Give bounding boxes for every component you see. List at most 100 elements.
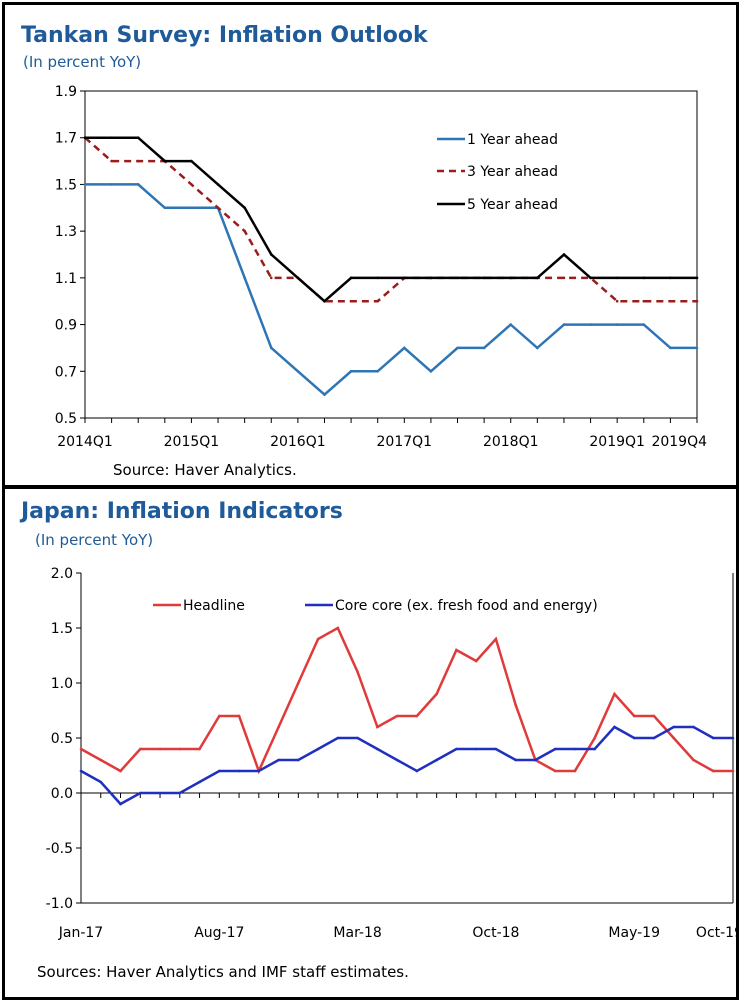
data-point bbox=[110, 136, 113, 140]
x-tick-label: 2019Q1 bbox=[589, 434, 645, 450]
data-point bbox=[356, 670, 359, 674]
x-tick-label: Oct-18 bbox=[472, 925, 519, 941]
data-point bbox=[376, 299, 379, 303]
y-tick-label: 1.5 bbox=[51, 621, 73, 637]
y-tick-label: 1.5 bbox=[55, 177, 77, 193]
data-point bbox=[190, 206, 193, 210]
data-point bbox=[435, 692, 438, 696]
data-point bbox=[218, 769, 221, 773]
data-point bbox=[455, 747, 458, 751]
y-tick-label: 0.7 bbox=[55, 364, 77, 380]
data-point bbox=[642, 299, 646, 303]
legend-label: 1 Year ahead bbox=[467, 132, 558, 148]
data-point bbox=[652, 736, 656, 740]
x-tick-label: 2016Q1 bbox=[270, 434, 326, 450]
data-point bbox=[456, 276, 459, 280]
chart-title: Tankan Survey: Inflation Outlook bbox=[21, 23, 428, 48]
y-tick-label: 1.0 bbox=[51, 676, 73, 692]
data-point bbox=[672, 725, 676, 729]
data-point bbox=[573, 769, 577, 773]
data-point bbox=[138, 791, 142, 795]
data-point bbox=[415, 714, 419, 718]
data-point bbox=[562, 253, 566, 256]
data-point bbox=[323, 299, 326, 303]
x-tick-label: Jan-17 bbox=[58, 925, 103, 941]
data-point bbox=[562, 276, 566, 280]
x-tick-label: Mar-18 bbox=[333, 925, 381, 941]
data-point bbox=[514, 758, 517, 762]
data-point bbox=[669, 276, 672, 280]
data-point bbox=[632, 714, 636, 718]
data-point bbox=[376, 747, 379, 751]
data-point bbox=[615, 276, 619, 280]
data-point bbox=[336, 736, 340, 740]
data-point bbox=[243, 229, 246, 233]
y-tick-label: 1.1 bbox=[55, 271, 77, 287]
y-tick-label: 0.5 bbox=[55, 411, 77, 427]
data-point bbox=[83, 183, 87, 186]
data-point bbox=[198, 780, 201, 784]
data-point bbox=[297, 681, 300, 685]
data-point bbox=[731, 769, 735, 773]
data-point bbox=[429, 276, 433, 280]
series-line-1 bbox=[84, 136, 697, 303]
y-tick-label: 1.9 bbox=[55, 84, 77, 100]
data-point bbox=[79, 747, 83, 751]
data-point bbox=[110, 183, 113, 186]
data-point bbox=[562, 323, 566, 326]
data-point bbox=[695, 299, 699, 303]
y-tick-label: 0.5 bbox=[51, 731, 73, 747]
series-line-1 bbox=[80, 725, 733, 806]
y-tick-label: 1.3 bbox=[55, 224, 77, 240]
data-point bbox=[509, 323, 513, 326]
data-point bbox=[553, 769, 557, 773]
data-point bbox=[269, 253, 273, 256]
series-line-0 bbox=[85, 183, 697, 397]
data-point bbox=[323, 393, 326, 396]
x-tick-label: Oct-19 bbox=[696, 925, 736, 941]
data-point bbox=[163, 206, 167, 210]
data-point bbox=[297, 758, 300, 762]
data-point bbox=[243, 276, 246, 280]
data-point bbox=[395, 714, 399, 718]
data-point bbox=[257, 769, 261, 773]
data-point bbox=[403, 276, 406, 280]
chart-subtitle: (In percent YoY) bbox=[23, 53, 142, 71]
chart-source: Source: Haver Analytics. bbox=[113, 461, 297, 479]
data-point bbox=[269, 346, 273, 350]
data-point bbox=[136, 136, 140, 140]
chart-subtitle: (In percent YoY) bbox=[35, 531, 154, 549]
data-point bbox=[415, 769, 419, 773]
data-point bbox=[119, 769, 122, 773]
data-point bbox=[593, 747, 596, 751]
data-point bbox=[216, 206, 220, 210]
data-point bbox=[589, 276, 592, 280]
data-point bbox=[695, 346, 699, 350]
data-point bbox=[669, 346, 672, 350]
series-line-0 bbox=[80, 626, 733, 775]
x-tick-label: 2019Q4 bbox=[651, 434, 707, 450]
y-tick-label: -1.0 bbox=[46, 896, 73, 912]
data-point bbox=[632, 736, 636, 740]
data-point bbox=[277, 758, 280, 762]
data-point bbox=[119, 802, 122, 806]
data-point bbox=[692, 758, 695, 762]
data-point bbox=[163, 159, 167, 163]
data-point bbox=[316, 637, 320, 641]
data-point bbox=[243, 206, 246, 210]
data-point bbox=[83, 136, 87, 140]
legend-label: Headline bbox=[183, 598, 245, 614]
data-point bbox=[692, 725, 695, 729]
data-point bbox=[349, 369, 353, 373]
data-point bbox=[455, 648, 458, 652]
data-point bbox=[349, 299, 353, 303]
data-point bbox=[216, 183, 220, 186]
x-tick-label: 2015Q1 bbox=[164, 434, 220, 450]
data-point bbox=[613, 725, 616, 729]
data-point bbox=[456, 346, 459, 350]
data-point bbox=[615, 299, 619, 303]
data-point bbox=[376, 276, 379, 280]
y-tick-label: -0.5 bbox=[46, 841, 73, 857]
data-point bbox=[494, 637, 498, 641]
data-point bbox=[349, 276, 353, 280]
